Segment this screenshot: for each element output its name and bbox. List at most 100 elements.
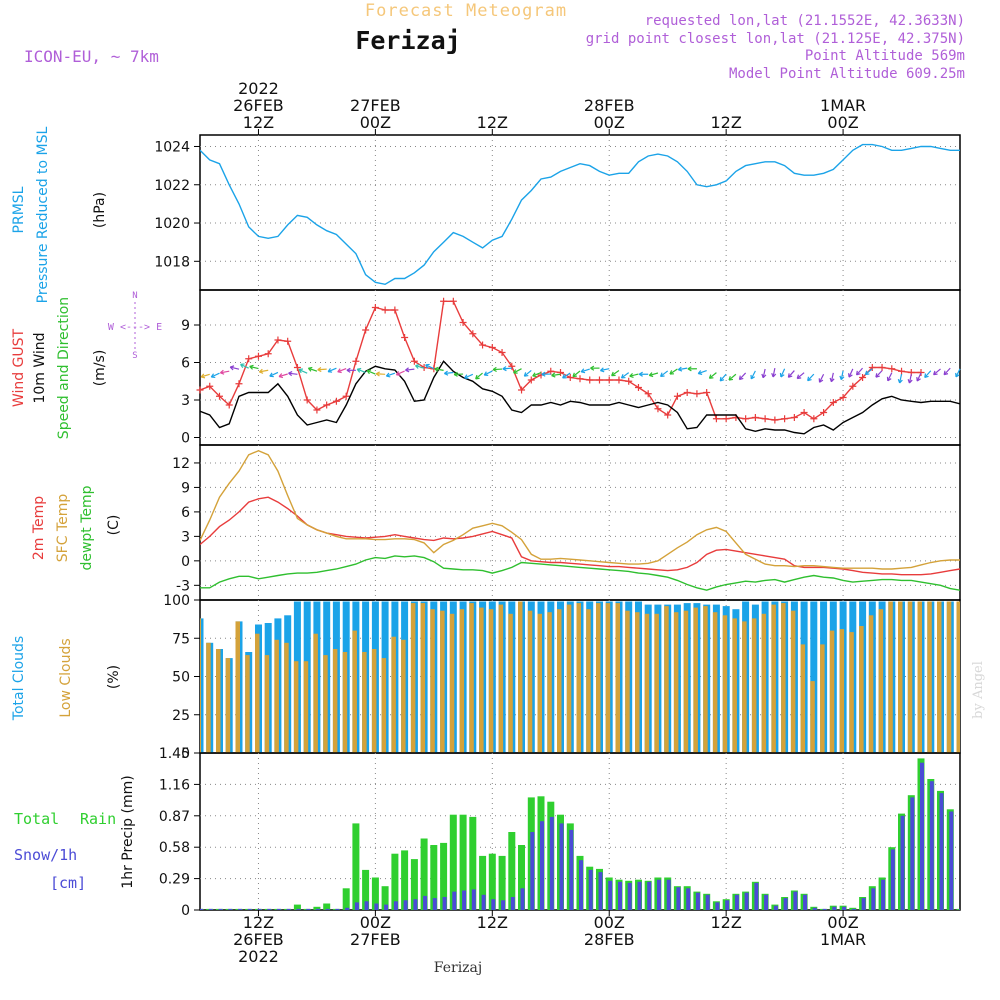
- bar-secondary: [432, 898, 437, 910]
- wind-direction-arrow: [298, 368, 308, 374]
- wind-arrow-head: [660, 372, 665, 378]
- bar-secondary: [479, 607, 484, 753]
- wind-direction-arrow: [278, 373, 288, 378]
- bar-secondary: [695, 892, 700, 910]
- bar-secondary: [910, 797, 915, 910]
- gust-marker: [323, 401, 331, 409]
- wind-panel: 0 3 6 9: [181, 289, 961, 447]
- gust-marker: [810, 415, 818, 423]
- bar-secondary: [362, 652, 367, 753]
- gust-marker: [595, 376, 603, 384]
- wind-arrow-head: [943, 370, 949, 376]
- series-line: [200, 300, 921, 421]
- bar-secondary: [734, 894, 739, 910]
- wind-arrow-head: [708, 374, 714, 379]
- bar-secondary: [608, 880, 613, 910]
- gust-marker: [878, 364, 886, 371]
- bar-secondary: [676, 887, 681, 910]
- bar-secondary: [364, 901, 369, 910]
- wind-arrow-head: [395, 371, 401, 376]
- wind-arrow-head: [366, 369, 372, 375]
- bar-secondary: [225, 658, 231, 753]
- series-line: [200, 555, 960, 591]
- gust-marker: [352, 357, 360, 365]
- wind-direction-arrow: [425, 364, 435, 370]
- gust-marker: [274, 336, 282, 344]
- bar-secondary: [469, 603, 474, 753]
- bar-secondary: [664, 606, 669, 753]
- wind-arrow-head: [687, 366, 692, 372]
- wind-direction-arrow: [709, 372, 717, 379]
- series-line: [200, 449, 960, 570]
- wind-direction-arrow: [200, 373, 210, 378]
- wind-arrow-head: [600, 367, 605, 373]
- bar-secondary: [605, 603, 611, 753]
- bar-secondary: [635, 612, 640, 753]
- bar-secondary: [393, 901, 398, 910]
- gust-marker: [254, 352, 262, 360]
- wind-direction-arrow: [875, 370, 883, 378]
- wind-arrow-head: [562, 374, 567, 379]
- wind-direction-arrow: [337, 368, 347, 373]
- bar-secondary: [771, 604, 776, 753]
- wind-arrow-head: [648, 372, 654, 378]
- wind-arrow-head: [771, 372, 777, 378]
- wind-direction-arrow: [230, 366, 240, 370]
- bar-secondary: [471, 889, 476, 910]
- bar-secondary: [647, 881, 652, 910]
- gust-marker: [605, 376, 613, 384]
- wind-direction-arrow: [819, 373, 825, 383]
- bar-secondary: [345, 907, 350, 910]
- wind-direction-arrow: [955, 368, 961, 378]
- bar-secondary: [588, 869, 593, 910]
- bar-primary: [410, 859, 418, 910]
- wind-arrow-head: [492, 366, 497, 373]
- bar-secondary: [264, 655, 270, 753]
- bar-secondary: [732, 618, 737, 753]
- bar-primary: [352, 823, 360, 910]
- dewpt-label: dewpt Temp: [79, 485, 95, 570]
- wind-direction-arrow: [464, 373, 474, 379]
- bar-secondary: [761, 613, 767, 753]
- y-tick-label: 1024: [154, 139, 190, 155]
- gust-marker: [673, 392, 681, 400]
- y-tick-label: 3: [181, 529, 190, 545]
- wind-direction-arrow: [787, 370, 795, 378]
- wind-direction-arrow: [513, 368, 522, 374]
- wind-arrow-head: [346, 367, 351, 373]
- wind-direction-arrow: [772, 368, 776, 378]
- gust-marker: [576, 375, 584, 383]
- y-tick-label: 1.45: [159, 746, 190, 762]
- wind-arrow-head: [697, 370, 703, 375]
- footer-location: Ferizaj: [434, 960, 482, 976]
- y-tick-label: 75: [172, 631, 190, 647]
- bar-secondary: [618, 881, 622, 910]
- wind-direction-arrow: [600, 368, 610, 372]
- wind-direction-arrow: [308, 367, 318, 372]
- wind-direction-arrow: [887, 372, 893, 382]
- gust-marker: [303, 396, 311, 404]
- panel-frame: [199, 444, 961, 601]
- bar-primary: [362, 869, 370, 910]
- bar-secondary: [508, 613, 513, 753]
- point-altitude: Point Altitude 569m: [805, 48, 965, 64]
- wind-arrow-head: [200, 373, 206, 379]
- gust-marker: [888, 365, 896, 373]
- gust-marker: [839, 394, 847, 401]
- wind-direction-arrow: [856, 367, 864, 376]
- gust-marker: [479, 341, 487, 349]
- wind-arrow-head: [269, 372, 274, 378]
- bar-secondary: [306, 908, 311, 910]
- bar-secondary: [812, 907, 817, 910]
- wind-direction-arrow: [434, 368, 444, 371]
- bar-secondary: [371, 649, 377, 753]
- bar-secondary: [255, 633, 260, 753]
- wind-arrow-head: [818, 378, 824, 383]
- bar-secondary: [800, 644, 806, 753]
- wind-arrow-head: [677, 366, 683, 372]
- bar-secondary: [917, 601, 922, 753]
- wind-arrow-head: [897, 378, 903, 384]
- bar-secondary: [829, 630, 835, 753]
- y-tick-label: 100: [163, 593, 190, 609]
